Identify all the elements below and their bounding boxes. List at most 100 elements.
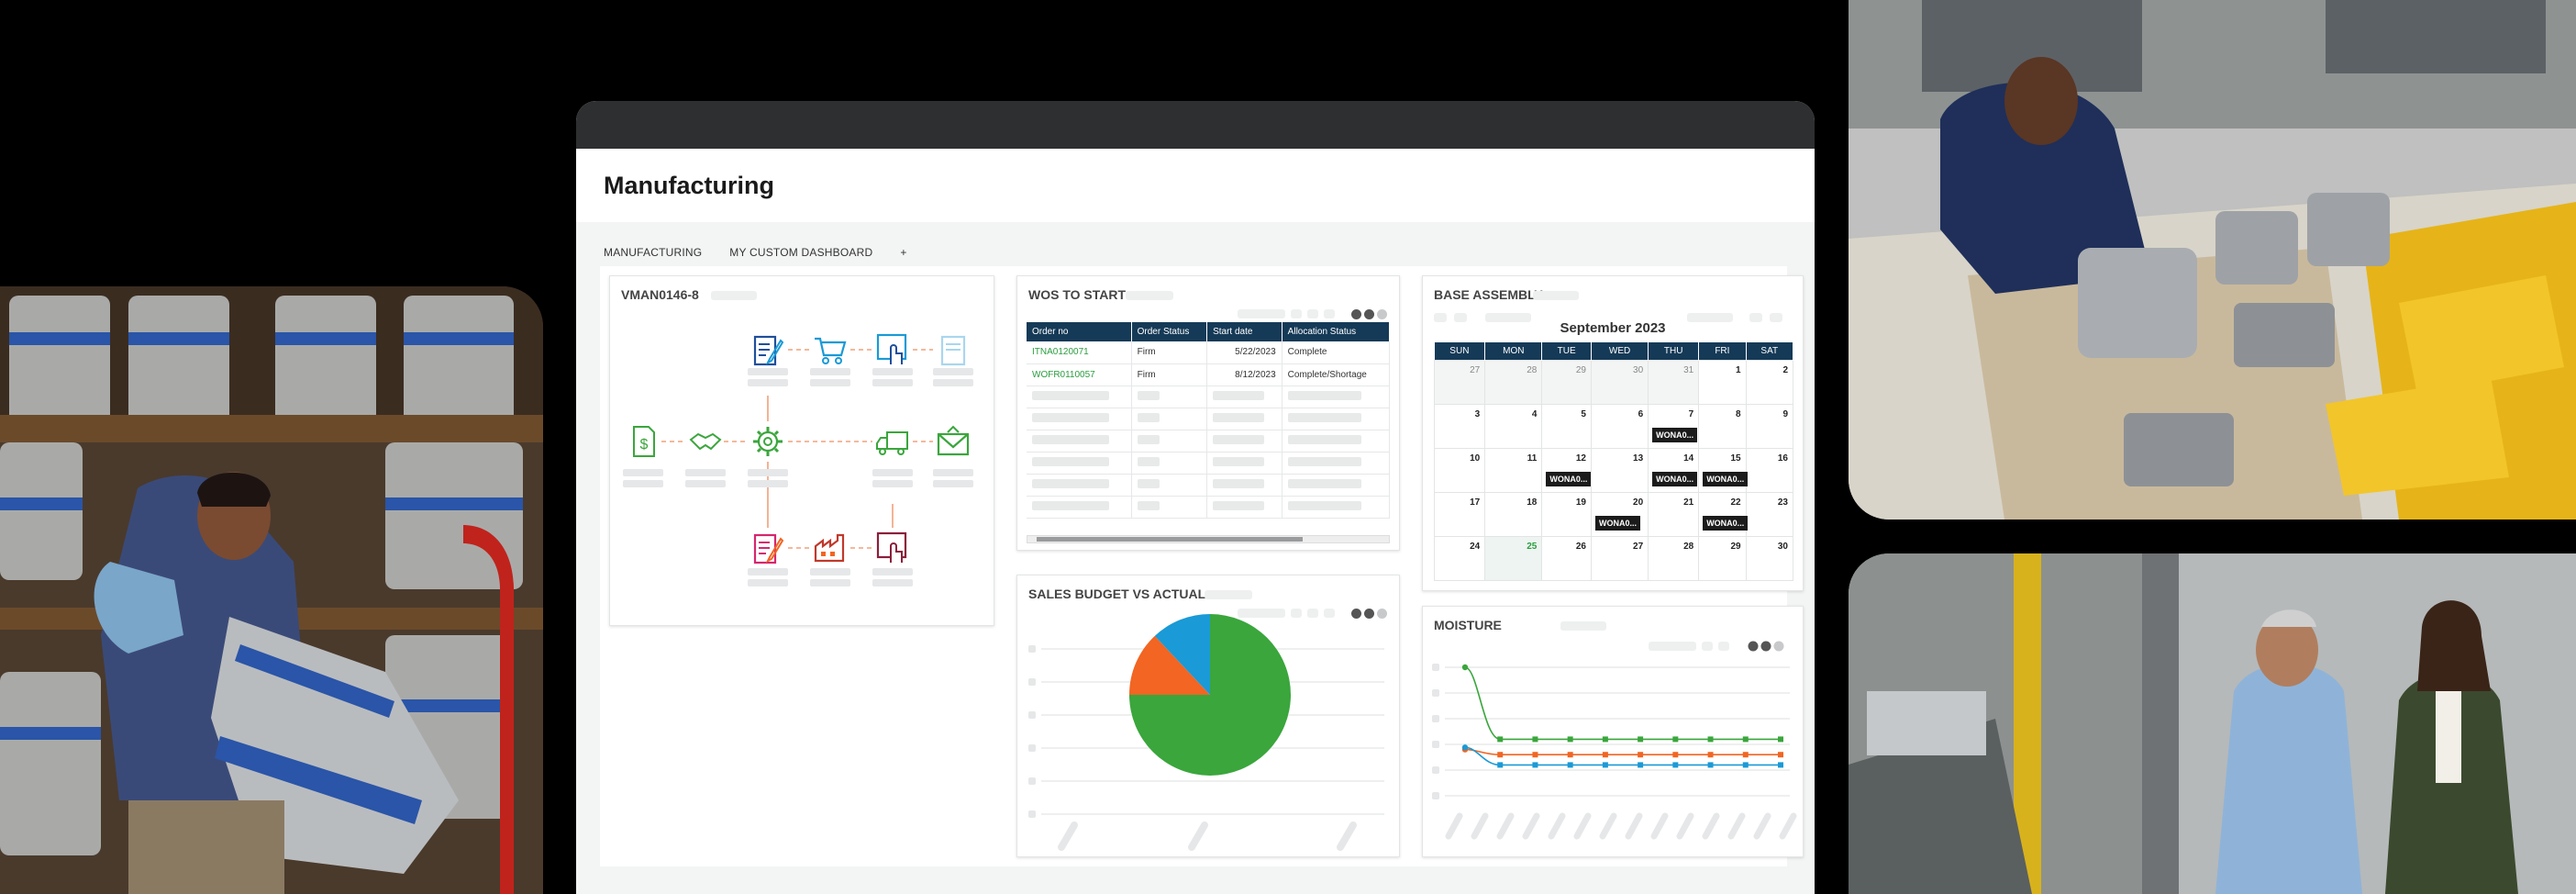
- card-menu-dot[interactable]: [1377, 309, 1387, 319]
- calendar-event[interactable]: WONA0...: [1652, 428, 1698, 442]
- column-header[interactable]: Order no: [1027, 322, 1132, 341]
- calendar-day-cell[interactable]: 29: [1698, 536, 1747, 581]
- pie-slice[interactable]: [1129, 635, 1210, 695]
- moisture-data-point[interactable]: [1567, 752, 1573, 758]
- calendar-event[interactable]: WONA0...: [1703, 516, 1749, 531]
- add-tab-button[interactable]: +: [900, 246, 907, 259]
- moisture-chart-card[interactable]: MOISTURE: [1422, 606, 1804, 857]
- calendar-day-cell[interactable]: 2: [1745, 360, 1794, 405]
- order-no-link[interactable]: WOFR0110057: [1027, 363, 1132, 386]
- calendar-day-cell[interactable]: 27: [1433, 360, 1486, 405]
- card-menu-dot[interactable]: [1364, 609, 1374, 619]
- scrollbar-thumb[interactable]: [1037, 537, 1303, 542]
- calendar-day-cell[interactable]: 28: [1648, 536, 1700, 581]
- calendar-event[interactable]: WONA0...: [1652, 472, 1698, 486]
- table-row[interactable]: ITNA0120071 Firm 5/22/2023 Complete: [1027, 341, 1391, 364]
- tab-manufacturing[interactable]: MANUFACTURING: [604, 246, 703, 259]
- calendar-day-cell[interactable]: 5: [1541, 404, 1592, 449]
- calendar-event[interactable]: WONA0...: [1703, 472, 1749, 486]
- calendar-day-cell[interactable]: 26: [1541, 536, 1592, 581]
- moisture-data-point[interactable]: [1461, 664, 1469, 671]
- moisture-data-point[interactable]: [1602, 752, 1608, 758]
- moisture-data-point[interactable]: [1602, 736, 1608, 743]
- moisture-data-point[interactable]: [1672, 752, 1679, 758]
- moisture-data-point[interactable]: [1778, 762, 1783, 768]
- calendar-day-cell[interactable]: 18: [1484, 492, 1543, 537]
- calendar-day-cell[interactable]: 22 WONA0...: [1698, 492, 1749, 537]
- calendar-day-cell[interactable]: 4: [1484, 404, 1543, 449]
- calendar-day-cell[interactable]: 28: [1484, 360, 1543, 405]
- calendar-day-cell[interactable]: 9: [1745, 404, 1794, 449]
- moisture-data-point[interactable]: [1497, 762, 1504, 768]
- wos-to-start-card[interactable]: WOS TO START Order no Order Status Start…: [1016, 275, 1400, 551]
- moisture-data-point[interactable]: [1638, 752, 1644, 758]
- moisture-data-point[interactable]: [1778, 752, 1783, 758]
- moisture-data-point[interactable]: [1532, 762, 1538, 768]
- calendar-day-cell[interactable]: 23: [1745, 492, 1794, 537]
- calendar-day-cell[interactable]: 7 WONA0...: [1648, 404, 1700, 449]
- moisture-data-point[interactable]: [1461, 744, 1469, 751]
- calendar-event[interactable]: WONA0...: [1594, 516, 1640, 531]
- moisture-data-point[interactable]: [1497, 752, 1504, 758]
- moisture-data-point[interactable]: [1707, 752, 1714, 758]
- calendar-day-cell[interactable]: 31: [1648, 360, 1700, 405]
- calendar-day-cell[interactable]: 8: [1698, 404, 1747, 449]
- calendar-day-cell[interactable]: 25: [1484, 536, 1543, 581]
- calendar-day-cell[interactable]: 13: [1590, 448, 1649, 493]
- calendar-day-cell[interactable]: 17: [1433, 492, 1486, 537]
- sales-pie-chart[interactable]: [1127, 612, 1293, 777]
- calendar-day-cell[interactable]: 6: [1590, 404, 1649, 449]
- calendar-day-cell[interactable]: 15 WONA0...: [1698, 448, 1749, 493]
- moisture-data-point[interactable]: [1497, 736, 1504, 743]
- moisture-data-point[interactable]: [1602, 762, 1608, 768]
- moisture-data-point[interactable]: [1742, 736, 1749, 743]
- base-assembly-calendar-card[interactable]: BASE ASSEMBLY September 2023 SUN MON TUE WE…: [1422, 275, 1804, 591]
- moisture-data-point[interactable]: [1638, 762, 1644, 768]
- moisture-series-line[interactable]: [1464, 666, 1781, 741]
- calendar-day-cell[interactable]: 19: [1541, 492, 1592, 537]
- calendar-day-cell[interactable]: 12 WONA0...: [1541, 448, 1592, 493]
- moisture-data-point[interactable]: [1532, 736, 1538, 743]
- process-flow-card[interactable]: VMAN0146-8: [609, 275, 994, 626]
- table-row[interactable]: WOFR0110057 Firm 8/12/2023 Complete/Shor…: [1027, 363, 1391, 386]
- card-menu-dot[interactable]: [1351, 609, 1361, 619]
- calendar-day-cell[interactable]: 11: [1484, 448, 1543, 493]
- moisture-data-point[interactable]: [1707, 736, 1714, 743]
- moisture-data-point[interactable]: [1742, 762, 1749, 768]
- calendar-day-cell[interactable]: 29: [1541, 360, 1592, 405]
- pie-slice[interactable]: [1154, 614, 1210, 695]
- moisture-series-line[interactable]: [1464, 746, 1781, 766]
- moisture-series-line[interactable]: [1464, 748, 1781, 755]
- horizontal-scrollbar[interactable]: [1027, 535, 1390, 543]
- moisture-data-point[interactable]: [1778, 736, 1783, 743]
- moisture-data-point[interactable]: [1532, 752, 1538, 758]
- calendar-day-cell[interactable]: 1: [1698, 360, 1747, 405]
- column-header[interactable]: Order Status: [1131, 322, 1208, 341]
- card-menu-dot[interactable]: [1377, 609, 1387, 619]
- moisture-data-point[interactable]: [1567, 736, 1573, 743]
- card-menu-dot[interactable]: [1364, 309, 1374, 319]
- column-header[interactable]: Allocation Status: [1282, 322, 1391, 341]
- moisture-data-point[interactable]: [1707, 762, 1714, 768]
- calendar-day-cell[interactable]: 30: [1590, 360, 1649, 405]
- calendar-day-cell[interactable]: 16: [1745, 448, 1794, 493]
- calendar-day-cell[interactable]: 10: [1433, 448, 1486, 493]
- calendar-day-cell[interactable]: 27: [1590, 536, 1649, 581]
- moisture-data-point[interactable]: [1742, 752, 1749, 758]
- calendar-day-cell[interactable]: 14 WONA0...: [1648, 448, 1700, 493]
- moisture-data-point[interactable]: [1638, 736, 1644, 743]
- moisture-data-point[interactable]: [1672, 736, 1679, 743]
- calendar-day-cell[interactable]: 30: [1745, 536, 1794, 581]
- calendar-day-cell[interactable]: 3: [1433, 404, 1486, 449]
- moisture-data-point[interactable]: [1672, 762, 1679, 768]
- calendar-event[interactable]: WONA0...: [1546, 472, 1592, 486]
- calendar-day-cell[interactable]: 21: [1648, 492, 1700, 537]
- moisture-line-chart[interactable]: [1423, 607, 1804, 858]
- column-header[interactable]: Start date: [1206, 322, 1282, 341]
- order-no-link[interactable]: ITNA0120071: [1027, 341, 1132, 364]
- calendar-day-cell[interactable]: 24: [1433, 536, 1486, 581]
- moisture-data-point[interactable]: [1567, 762, 1573, 768]
- sales-budget-vs-actual-card[interactable]: SALES BUDGET VS ACTUAL: [1016, 575, 1400, 857]
- card-menu-dot[interactable]: [1351, 309, 1361, 319]
- calendar-day-cell[interactable]: 20 WONA0...: [1590, 492, 1649, 537]
